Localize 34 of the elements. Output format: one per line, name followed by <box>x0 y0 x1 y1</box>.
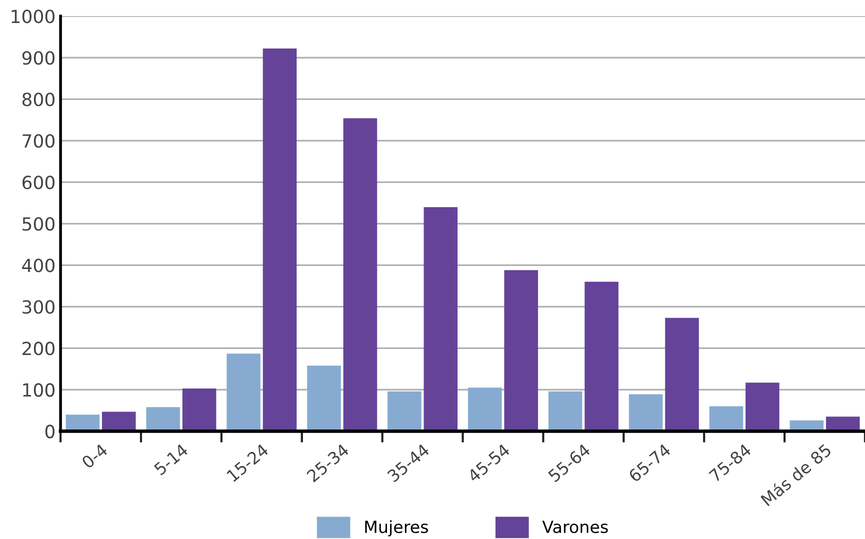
bar <box>226 354 260 432</box>
bar <box>343 118 378 432</box>
y-tick-label: 200 <box>22 342 54 356</box>
y-tick-label: 800 <box>22 92 54 106</box>
x-tick-label: Más de 85 <box>760 442 832 506</box>
bar <box>548 391 582 432</box>
bar <box>146 407 180 432</box>
y-tick-label: 0 <box>45 424 54 438</box>
legend-label: Varones <box>542 520 608 534</box>
y-tick-label: 600 <box>22 176 54 190</box>
bar <box>307 366 341 432</box>
bar <box>182 388 216 432</box>
bar <box>665 318 699 432</box>
legend-label: Mujeres <box>365 520 428 536</box>
bar <box>504 270 538 432</box>
y-tick-label: 900 <box>22 51 54 65</box>
bar <box>262 48 297 432</box>
y-tick-label: 100 <box>23 383 54 397</box>
bar <box>468 388 502 432</box>
y-tick-label: 500 <box>22 217 54 231</box>
bar <box>584 282 618 432</box>
bar <box>709 406 744 432</box>
y-tick-label: 400 <box>22 258 54 272</box>
y-tick-label: 700 <box>22 134 54 148</box>
bar <box>746 382 780 432</box>
bar <box>66 414 100 432</box>
bar <box>388 391 422 432</box>
x-tick-label: 0-4 <box>80 443 108 469</box>
y-tick-label: 1000 <box>12 10 54 24</box>
bar <box>424 207 458 432</box>
bar <box>826 416 860 432</box>
bar <box>628 394 663 432</box>
bar <box>102 412 136 432</box>
y-tick-label: 300 <box>22 300 54 314</box>
